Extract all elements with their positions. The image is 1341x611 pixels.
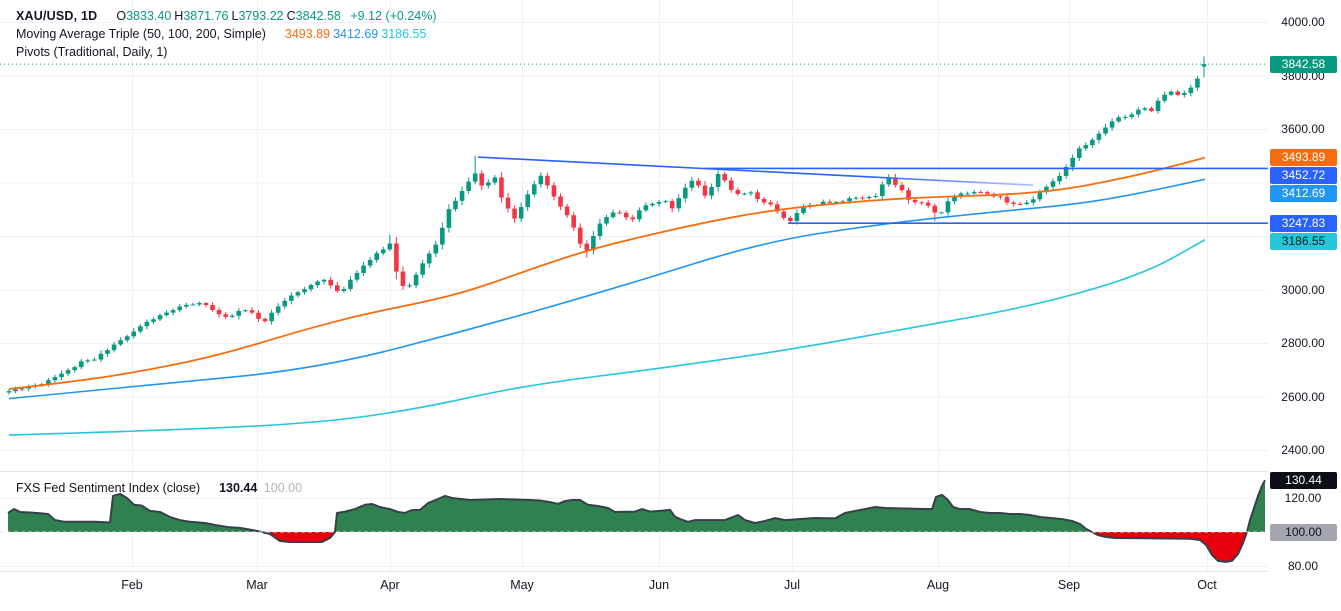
chart-plot-area[interactable] [0, 0, 1268, 571]
price-axis-badge: 3493.89 [1270, 148, 1337, 166]
ma-legend-row[interactable]: Moving Average Triple (50, 100, 200, Sim… [16, 25, 432, 43]
time-axis-label: Jun [648, 578, 670, 592]
candlestick-series[interactable] [6, 56, 1207, 395]
time-axis[interactable]: Feb Mar Apr May Jun Jul Aug Sep Oct [0, 572, 1341, 603]
ohlc-value: 3833.40 [126, 9, 172, 23]
price-axis-badge: 3412.69 [1270, 184, 1337, 202]
price-tick-label: 3600.00 [1281, 122, 1325, 136]
price-tick-label: 120.00 [1284, 491, 1322, 505]
chart-canvas[interactable] [0, 0, 1268, 571]
time-axis-label: Apr [380, 578, 400, 592]
change-value: +9.12 (+0.24%) [350, 9, 437, 23]
ohlc-value: 3842.58 [295, 9, 341, 23]
price-tick-label: 2800.00 [1281, 336, 1325, 350]
ma-indicator-title: Moving Average Triple (50, 100, 200, Sim… [16, 27, 266, 41]
price-axis-badge: 100.00 [1270, 523, 1337, 541]
sentiment-last-value: 130.44 [219, 481, 258, 495]
price-tick-label: 2600.00 [1281, 389, 1325, 404]
ma-value: 3186.55 [381, 27, 427, 41]
ma-line-sma-50[interactable] [8, 156, 1206, 390]
symbol-title: XAU/USD, 1D [16, 9, 98, 23]
sentiment-legend-row[interactable]: FXS Fed Sentiment Index (close) 130.44 1… [16, 479, 305, 497]
pivots-indicator-title: Pivots (Traditional, Daily, 1) [16, 45, 168, 59]
ma-values: 3493.89 3412.69 3186.55 [285, 27, 430, 41]
ohlc-values: O3833.40 H3871.76 L3793.22 C3842.58 [116, 9, 344, 23]
price-tick-label: 3000.00 [1281, 282, 1325, 297]
ma-line-sma-200[interactable] [8, 239, 1206, 436]
price-tick-label: 2400.00 [1281, 443, 1325, 457]
ohlc-key: O [116, 9, 127, 23]
sentiment-base-value: 100.00 [263, 481, 303, 495]
price-axis-badge: 3452.72 [1270, 166, 1337, 184]
price-axis[interactable]: 4000.00 3800.00 3600.00 3000.00 2800.00 2600.… [1268, 0, 1341, 603]
sentiment-area-series[interactable] [0, 479, 1268, 563]
time-axis-label: Sep [1057, 578, 1081, 592]
time-axis-label: May [510, 578, 534, 592]
ohlc-value: 3871.76 [183, 9, 229, 23]
pivot-trendline[interactable] [477, 156, 1034, 186]
time-axis-label: Oct [1197, 578, 1217, 592]
pivots-legend-row[interactable]: Pivots (Traditional, Daily, 1) [16, 43, 170, 61]
gridlines [0, 0, 1268, 571]
price-tick-label: 80.00 [1287, 559, 1319, 573]
time-axis-label: Aug [926, 578, 950, 592]
ohlc-key: C [286, 9, 296, 23]
time-axis-label: Mar [246, 578, 268, 592]
price-axis-badge: 3842.58 [1270, 55, 1337, 73]
ohlc-value: 3793.22 [238, 9, 284, 23]
time-axis-label: Jul [784, 578, 800, 592]
price-axis-badge: 3247.83 [1270, 214, 1337, 232]
ma-value: 3493.89 [284, 27, 331, 41]
symbol-legend-row[interactable]: XAU/USD, 1D O3833.40 H3871.76 L3793.22 C384… [16, 7, 440, 25]
time-axis-top-border [0, 571, 1341, 572]
ma-value: 3412.69 [333, 27, 379, 41]
price-axis-badge: 130.44 [1270, 471, 1337, 489]
time-axis-label: Feb [121, 578, 143, 592]
sentiment-indicator-title: FXS Fed Sentiment Index (close) [16, 481, 201, 495]
price-tick-label: 4000.00 [1281, 15, 1325, 29]
ohlc-key: L [231, 9, 239, 23]
ma-line-sma-100[interactable] [8, 178, 1206, 400]
ohlc-key: H [174, 9, 184, 23]
pane-separator[interactable] [0, 471, 1341, 472]
price-axis-badge: 3186.55 [1270, 232, 1337, 250]
